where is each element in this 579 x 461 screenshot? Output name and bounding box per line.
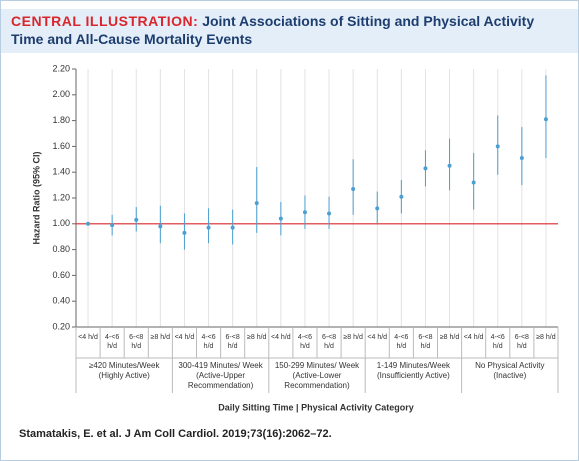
point	[134, 217, 139, 222]
point	[327, 211, 332, 216]
y-tick-label: 1.80	[52, 115, 70, 125]
y-tick-label: 1.40	[52, 167, 70, 177]
point	[423, 166, 428, 171]
y-tick-label: 0.20	[52, 321, 70, 331]
point	[206, 225, 211, 230]
point	[399, 194, 404, 199]
x-tick-label: ≥8 h/d	[439, 334, 460, 341]
y-tick-label: 0.40	[52, 296, 70, 306]
x-tick-label: 6-<8 h/d	[129, 334, 144, 350]
chart-title: Joint Associations of Sitting and Physic…	[11, 13, 535, 47]
y-tick-label: 0.80	[52, 244, 70, 254]
y-tick-label: 1.60	[52, 141, 70, 151]
x-tick-label: 4-<6 h/d	[201, 334, 216, 350]
point	[158, 224, 163, 229]
x-tick-label: ≥8 h/d	[150, 334, 171, 341]
x-tick-label: <4 h/d	[174, 334, 195, 341]
x-tick-label: <4 h/d	[463, 334, 484, 341]
x-tick-label: 4-<6 h/d	[105, 334, 120, 350]
point	[375, 206, 380, 211]
point	[86, 221, 91, 226]
x-tick-label: <4 h/d	[78, 334, 98, 341]
x-tick-label: 6-<8 h/d	[514, 334, 529, 350]
y-tick-label: 2.00	[52, 89, 70, 99]
x-axis-title: Daily Sitting Time | Physical Activity C…	[218, 402, 414, 412]
y-tick-label: 2.20	[52, 63, 70, 73]
x-tick-label: <4 h/d	[367, 334, 388, 341]
group-label: 1-149 Minutes/Week (Insufficiently Activ…	[376, 361, 450, 380]
citation: Stamatakis, E. et al. J Am Coll Cardiol.…	[19, 428, 332, 440]
group-label: No Physical Activity (Inactive)	[475, 361, 545, 380]
point	[351, 186, 356, 191]
y-axis-title: Hazard Ratio (95% CI)	[31, 151, 41, 244]
x-tick-label: ≥8 h/d	[343, 334, 363, 341]
y-tick-label: 1.20	[52, 192, 70, 202]
point	[519, 156, 524, 161]
x-tick-label: 4-<6 h/d	[490, 334, 505, 350]
x-tick-label: ≥8 h/d	[536, 334, 556, 341]
point	[543, 117, 548, 122]
group-label: 150-299 Minutes/ Week (Active-Lower Reco…	[274, 361, 360, 390]
group-label: 300-419 Minutes/ Week (Active-Upper Reco…	[178, 361, 263, 390]
point	[278, 216, 283, 221]
y-tick-label: 1.00	[52, 218, 70, 228]
header-label: CENTRAL ILLUSTRATION:	[11, 13, 199, 29]
x-tick-label: 6-<8 h/d	[321, 334, 337, 350]
point	[471, 180, 476, 185]
point	[182, 230, 187, 235]
header: CENTRAL ILLUSTRATION: Joint Associations…	[1, 9, 578, 53]
y-tick-label: 0.60	[52, 270, 70, 280]
x-tick-label: 6-<8 h/d	[225, 334, 240, 350]
x-tick-label: <4 h/d	[271, 334, 291, 341]
point	[495, 144, 500, 149]
point	[254, 201, 259, 206]
group-label: ≥420 Minutes/Week (Highly Active)	[88, 361, 160, 380]
point	[110, 223, 115, 228]
x-tick-label: 4-<6 h/d	[297, 334, 313, 350]
point	[302, 210, 307, 215]
x-tick-label: ≥8 h/d	[247, 334, 267, 341]
point	[230, 225, 235, 230]
x-tick-label: 4-<6 h/d	[394, 334, 409, 350]
x-tick-label: 6-<8 h/d	[418, 334, 433, 350]
point	[447, 163, 452, 168]
